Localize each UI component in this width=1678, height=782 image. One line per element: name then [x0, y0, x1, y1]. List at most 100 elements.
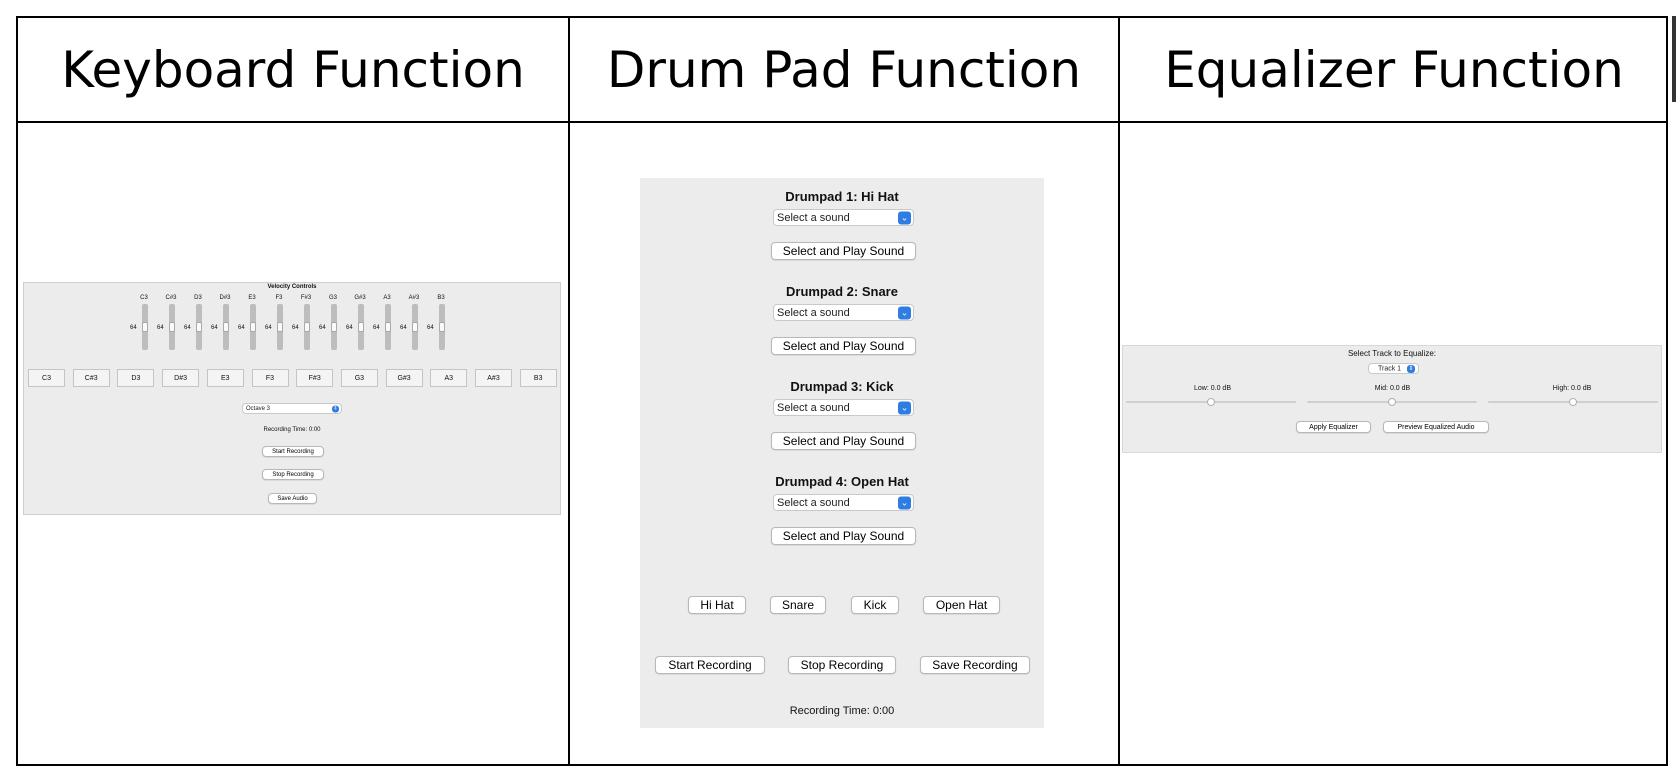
chevron-down-icon: ⌄ [898, 211, 911, 224]
velocity-slider-thumb[interactable] [358, 322, 364, 332]
sound-select-value: Select a sound [777, 496, 850, 509]
piano-key-button[interactable]: G3 [340, 369, 378, 387]
low-slider-thumb[interactable] [1207, 398, 1215, 406]
piano-key-button[interactable]: F#3 [296, 369, 334, 387]
velocity-slider-thumb[interactable] [385, 322, 391, 332]
scrollbar-thumb[interactable] [1672, 16, 1676, 102]
preview-equalized-audio-button[interactable]: Preview Equalized Audio [1383, 421, 1489, 433]
chevron-down-icon: ⌄ [898, 306, 911, 319]
mid-band-label: Mid: 0.0 dB [1374, 385, 1411, 392]
chevron-down-icon: ⌄ [898, 401, 911, 414]
velocity-value: 64 [184, 325, 191, 331]
start-recording-button[interactable]: Start Recording [655, 656, 765, 674]
note-label: G3 [328, 295, 337, 301]
velocity-value: 64 [157, 325, 164, 331]
header-divider [18, 121, 1666, 123]
low-band-label: Low: 0.0 dB [1194, 385, 1231, 392]
column-title-equalizer: Equalizer Function [1164, 40, 1624, 99]
snare-play-button[interactable]: Snare [770, 596, 826, 614]
piano-key-button[interactable]: D3 [117, 369, 155, 387]
piano-key-button[interactable]: F3 [251, 369, 289, 387]
hi-hat-play-button[interactable]: Hi Hat [688, 596, 746, 614]
note-label: G#3 [354, 295, 366, 301]
piano-key-button[interactable]: A#3 [475, 369, 512, 387]
drumpad-heading: Drumpad 2: Snare [786, 284, 898, 299]
velocity-slider-thumb[interactable] [250, 322, 256, 332]
drumpad-panel: Drumpad 1: Hi Hat Select a sound ⌄ Select a… [640, 178, 1044, 728]
velocity-slider-thumb[interactable] [142, 322, 148, 332]
open-hat-play-button[interactable]: Open Hat [923, 596, 1000, 614]
drumpad-heading: Drumpad 1: Hi Hat [785, 189, 899, 204]
chevron-down-icon: ⌄ [898, 496, 911, 509]
save-audio-button[interactable]: Save Audio [268, 493, 317, 504]
piano-key-button[interactable]: B3 [519, 369, 557, 387]
piano-key-button[interactable]: A3 [430, 369, 468, 387]
piano-key-button[interactable]: C3 [28, 369, 65, 387]
piano-key-button[interactable]: E3 [206, 369, 244, 387]
velocity-slider-thumb[interactable] [169, 322, 175, 332]
note-label: F#3 [300, 295, 312, 301]
sound-select[interactable]: Select a sound ⌄ [773, 209, 914, 226]
mid-slider-thumb[interactable] [1388, 398, 1396, 406]
comparison-table: Keyboard Function Drum Pad Function Equa… [16, 16, 1668, 766]
high-slider-thumb[interactable] [1569, 398, 1577, 406]
high-band-label: High: 0.0 dB [1552, 385, 1592, 392]
sound-select[interactable]: Select a sound ⌄ [773, 304, 914, 321]
note-label: D#3 [219, 295, 231, 301]
velocity-slider-thumb[interactable] [412, 322, 418, 332]
velocity-value: 64 [130, 325, 137, 331]
note-label: E3 [248, 295, 256, 301]
select-and-play-sound-button[interactable]: Select and Play Sound [771, 527, 916, 545]
velocity-slider-thumb[interactable] [304, 322, 310, 332]
octave-select-value: Octave 3 [246, 405, 271, 412]
velocity-slider-thumb[interactable] [223, 322, 229, 332]
note-label: C#3 [165, 295, 177, 301]
sound-select-value: Select a sound [777, 306, 850, 319]
velocity-slider-thumb[interactable] [196, 322, 202, 332]
sound-select-value: Select a sound [777, 211, 850, 224]
velocity-slider-thumb[interactable] [277, 322, 283, 332]
octave-select[interactable]: Octave 3 ⇕ [242, 403, 342, 414]
select-and-play-sound-button[interactable]: Select and Play Sound [771, 432, 916, 450]
kick-play-button[interactable]: Kick [851, 596, 899, 614]
drumpad-heading: Drumpad 3: Kick [790, 379, 894, 394]
chevron-updown-icon: ⇕ [332, 405, 339, 412]
column-divider [568, 18, 570, 764]
apply-equalizer-button[interactable]: Apply Equalizer [1296, 421, 1371, 433]
piano-key-button[interactable]: D#3 [162, 369, 200, 387]
select-and-play-sound-button[interactable]: Select and Play Sound [771, 242, 916, 260]
recording-time: Recording Time: 0:00 [263, 427, 321, 433]
velocity-value: 64 [373, 325, 380, 331]
column-title-drumpad: Drum Pad Function [606, 40, 1082, 99]
column-divider [1118, 18, 1120, 764]
piano-key-button[interactable]: G#3 [385, 369, 423, 387]
select-and-play-sound-button[interactable]: Select and Play Sound [771, 337, 916, 355]
piano-key-button[interactable]: C#3 [72, 369, 110, 387]
chevron-updown-icon: ⇕ [1407, 364, 1415, 373]
track-select-value: Track 1 [1378, 365, 1402, 372]
sound-select[interactable]: Select a sound ⌄ [773, 399, 914, 416]
track-select[interactable]: Track 1 ⇕ [1368, 363, 1419, 374]
note-label: C3 [140, 295, 148, 301]
velocity-controls-title: Velocity Controls [267, 284, 317, 290]
velocity-value: 64 [292, 325, 299, 331]
velocity-value: 64 [319, 325, 326, 331]
keyboard-panel: Velocity Controls C3 64 C#3 64 D3 64 D#3 64 E3 64… [23, 282, 561, 515]
column-title-keyboard: Keyboard Function [61, 40, 525, 99]
sound-select[interactable]: Select a sound ⌄ [773, 494, 914, 511]
note-label: B3 [437, 295, 445, 301]
velocity-value: 64 [427, 325, 434, 331]
select-track-label: Select Track to Equalize: [1347, 349, 1437, 358]
save-recording-button[interactable]: Save Recording [920, 656, 1030, 674]
velocity-slider-thumb[interactable] [439, 322, 445, 332]
note-label: A#3 [408, 295, 420, 301]
velocity-value: 64 [265, 325, 272, 331]
equalizer-panel: Select Track to Equalize: Track 1 ⇕ Low:… [1122, 345, 1662, 453]
stop-recording-button[interactable]: Stop Recording [788, 656, 896, 674]
velocity-slider-thumb[interactable] [331, 322, 337, 332]
velocity-value: 64 [400, 325, 407, 331]
note-label: F3 [275, 295, 283, 301]
note-label: D3 [194, 295, 202, 301]
start-recording-button[interactable]: Start Recording [262, 446, 324, 457]
stop-recording-button[interactable]: Stop Recording [262, 469, 324, 480]
